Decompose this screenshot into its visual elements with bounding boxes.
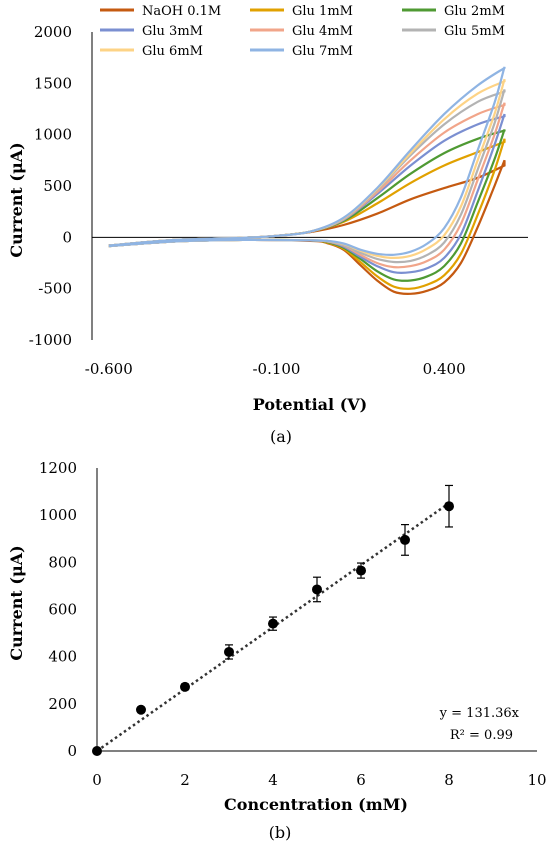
y-tick-label: 400 bbox=[48, 648, 77, 666]
calibration-chart: 0 200 400 600 800 1000 1200 0 2 4 6 8 10 y = 131.36… bbox=[7, 459, 547, 842]
x-tick-label: 8 bbox=[444, 771, 454, 789]
y-tick-label: 0 bbox=[67, 742, 77, 760]
legend-label-glu-2mm: Glu 2mM bbox=[444, 4, 505, 19]
series-line-glu-7mm bbox=[108, 66, 506, 256]
legend-label-glu-4mm: Glu 4mM bbox=[292, 24, 353, 39]
data-point bbox=[224, 646, 234, 657]
legend-label-glu-6mm: Glu 6mM bbox=[142, 44, 203, 59]
y-tick-label: 1200 bbox=[39, 459, 77, 477]
series-line-glu-6mm bbox=[108, 78, 506, 260]
series-line-glu-5mm bbox=[108, 89, 506, 264]
y-tick-label: -500 bbox=[38, 280, 72, 298]
data-point bbox=[356, 565, 366, 576]
caption-b: (b) bbox=[269, 823, 292, 842]
legend-label-glu-1mm: Glu 1mM bbox=[292, 4, 353, 19]
cv-chart: NaOH 0.1M Glu 1mM Glu 2mM Glu 3mM Glu 4mM Glu… bbox=[7, 4, 528, 446]
x-tick-label: 10 bbox=[527, 771, 546, 789]
data-points bbox=[92, 501, 454, 756]
data-point bbox=[444, 501, 454, 512]
data-point bbox=[268, 618, 278, 629]
y-tick-label: 800 bbox=[48, 553, 77, 571]
y-tick-label: 1500 bbox=[34, 74, 72, 92]
y-tick-label: 600 bbox=[48, 601, 77, 619]
y-tick-label: 200 bbox=[48, 695, 77, 713]
legend-label-glu-5mm: Glu 5mM bbox=[444, 24, 505, 39]
legend-label-glu-3mm: Glu 3mM bbox=[142, 24, 203, 39]
y-tick-label: 0 bbox=[62, 228, 72, 246]
data-point bbox=[180, 681, 190, 692]
data-point bbox=[312, 584, 322, 595]
x-tick-label: -0.600 bbox=[85, 360, 133, 378]
series-lines bbox=[108, 66, 506, 295]
caption-a: (a) bbox=[270, 427, 292, 446]
legend-label-glu-7mm: Glu 7mM bbox=[292, 44, 353, 59]
y-axis-title: Current (μA) bbox=[7, 142, 26, 257]
x-tick-label: 0.400 bbox=[423, 360, 466, 378]
y-tick-label: -1000 bbox=[29, 331, 72, 349]
x-axis: -0.600 -0.100 0.400 bbox=[85, 236, 528, 378]
x-axis-title: Concentration (mM) bbox=[224, 795, 408, 814]
r-squared-label: R² = 0.99 bbox=[450, 728, 513, 743]
equation-label: y = 131.36x bbox=[439, 706, 520, 721]
legend: NaOH 0.1M Glu 1mM Glu 2mM Glu 3mM Glu 4mM Glu… bbox=[100, 4, 505, 59]
y-tick-label: 2000 bbox=[34, 23, 72, 41]
x-tick-label: 2 bbox=[180, 771, 190, 789]
data-point bbox=[136, 704, 146, 715]
error-bars bbox=[137, 484, 453, 713]
y-tick-label: 1000 bbox=[39, 506, 77, 524]
y-axis: 0 200 400 600 800 1000 1200 bbox=[39, 459, 98, 760]
data-point bbox=[92, 746, 102, 756]
y-tick-label: 500 bbox=[43, 177, 72, 195]
y-tick-label: 1000 bbox=[34, 126, 72, 144]
x-tick-label: -0.100 bbox=[252, 360, 300, 378]
data-point bbox=[400, 534, 410, 545]
x-axis: 0 2 4 6 8 10 bbox=[92, 750, 547, 789]
y-axis-title: Current (μA) bbox=[7, 545, 26, 660]
legend-label-naoh-0-1m: NaOH 0.1M bbox=[142, 4, 221, 19]
x-tick-label: 4 bbox=[268, 771, 278, 789]
x-tick-label: 6 bbox=[356, 771, 366, 789]
x-tick-label: 0 bbox=[92, 771, 102, 789]
x-axis-title: Potential (V) bbox=[253, 395, 368, 414]
y-axis: -1000 -500 0 500 1000 1500 2000 bbox=[29, 23, 93, 349]
